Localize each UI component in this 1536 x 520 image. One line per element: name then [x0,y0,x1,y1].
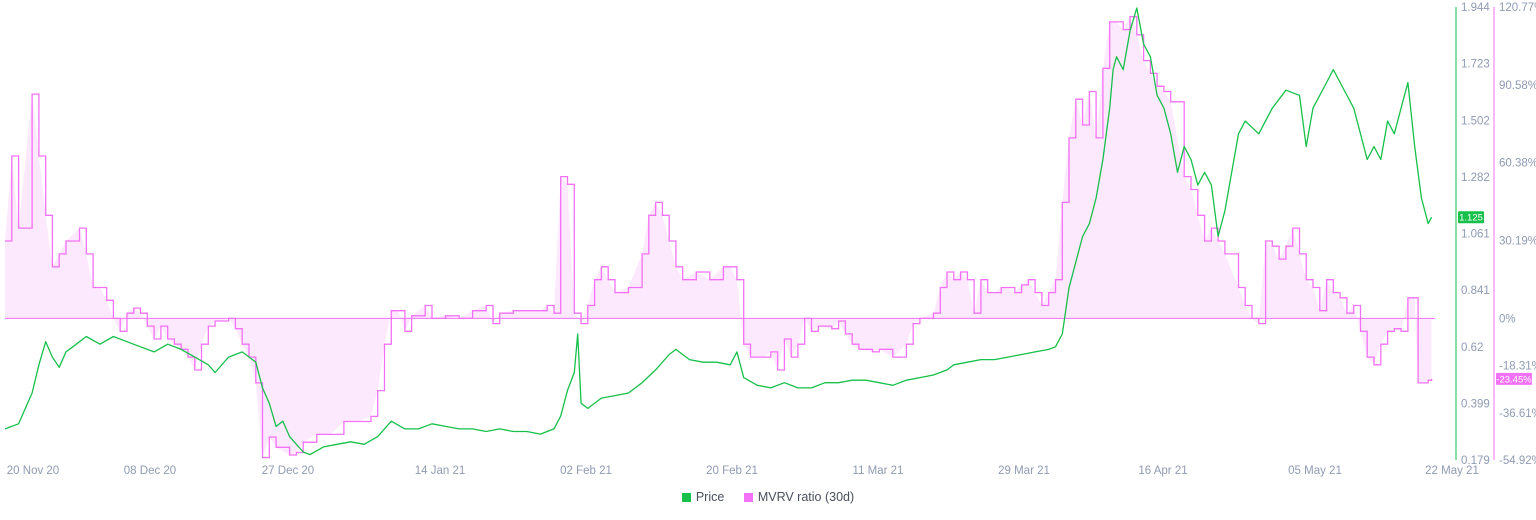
x-axis-tick: 27 Dec 20 [262,465,314,477]
series-lines-group [4,7,1433,459]
mvrv-axis-tick: 120.77% [1499,2,1536,14]
price-current-label: 1.125 [1459,213,1483,224]
price-series-line [4,7,1433,456]
price-axis-tick: 1.944 [1461,2,1490,14]
mvrv-series-line [5,16,1433,459]
legend-item-price[interactable]: Price [681,490,725,504]
price-axis-tick: 1.502 [1461,115,1490,127]
x-axis-tick: 29 Mar 21 [998,465,1050,477]
mvrv-axis-tick: 60.38% [1499,158,1536,170]
legend-swatch-mvrv [743,492,753,502]
price-mvrv-chart: 1.944 1.723 1.502 1.282 1.061 0.841 0.62 0.399 0… [4,2,1536,477]
legend-swatch-price [681,492,691,502]
axes-group: 1.944 1.723 1.502 1.282 1.061 0.841 0.62 0.399 0… [7,2,1536,477]
x-axis-tick: 20 Feb 21 [706,465,758,477]
x-axis-tick: 20 Nov 20 [7,465,59,477]
legend-label-price: Price [695,490,725,504]
price-axis-tick: 1.282 [1461,172,1490,184]
x-axis-tick: 16 Apr 21 [1138,465,1187,477]
price-axis-tick: 0.62 [1461,342,1483,354]
price-axis-tick: 1.723 [1461,59,1490,71]
price-axis-tick: 0.399 [1461,399,1490,411]
mvrv-axis-tick: -18.31% [1499,361,1536,373]
badges-group: 1.125 -23.45% [1458,211,1532,385]
price-axis-tick: 1.061 [1461,229,1490,241]
mvrv-axis-tick: 30.19% [1499,236,1536,248]
mvrv-current-label: -23.45% [1496,374,1532,385]
mvrv-area-group [5,16,1435,458]
legend-label-mvrv: MVRV ratio (30d) [757,490,855,504]
price-current-badge [1458,211,1484,224]
x-axis-tick: 11 Mar 21 [853,465,904,477]
legend-item-mvrv[interactable]: MVRV ratio (30d) [743,490,855,504]
x-axis-tick: 22 May 21 [1425,465,1479,477]
mvrv-axis-tick: 0% [1499,313,1516,325]
chart-legend: Price MVRV ratio (30d) [0,490,1536,505]
price-axis-tick: 0.179 [1461,455,1490,467]
mvrv-area-fill [5,16,1432,458]
mvrv-axis-tick: -54.92% [1499,455,1536,467]
x-axis-tick: 14 Jan 21 [415,465,466,477]
x-axis-tick: 02 Feb 21 [560,465,612,477]
x-axis-tick: 08 Dec 20 [124,465,176,477]
mvrv-axis-tick: -36.61% [1499,408,1536,420]
mvrv-axis-tick: 90.58% [1499,80,1536,92]
x-axis-tick: 05 May 21 [1288,465,1342,477]
mvrv-current-badge [1496,372,1532,385]
price-axis-tick: 0.841 [1461,285,1490,297]
